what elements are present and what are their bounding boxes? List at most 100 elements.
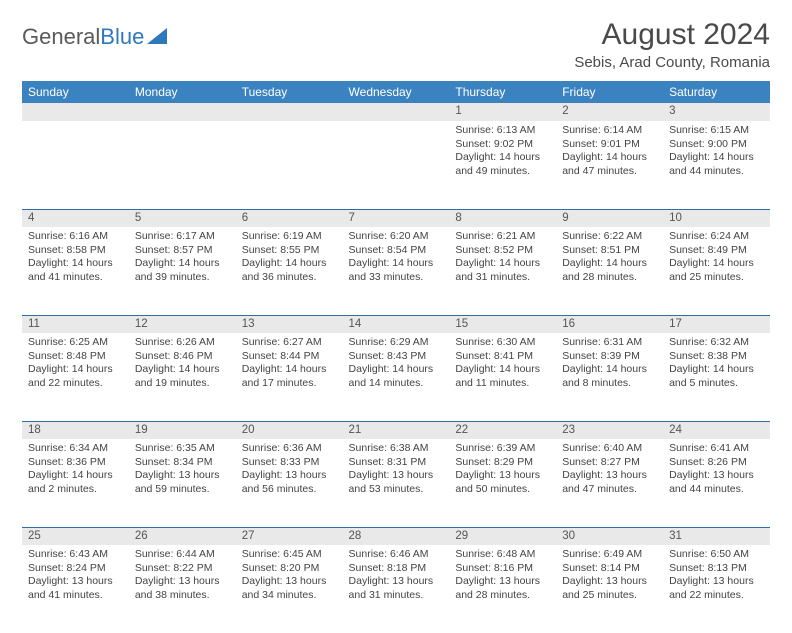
page-header: GeneralBlue August 2024 Sebis, Arad Coun… <box>22 18 770 71</box>
weekday-header: Wednesday <box>343 81 450 103</box>
day-content: Sunrise: 6:36 AMSunset: 8:33 PMDaylight:… <box>236 439 343 501</box>
logo: GeneralBlue <box>22 18 167 50</box>
weekday-header: Friday <box>556 81 663 103</box>
day-cell: Sunrise: 6:48 AMSunset: 8:16 PMDaylight:… <box>449 545 556 633</box>
day-line: Sunrise: 6:21 AM <box>455 230 550 244</box>
day-line: Sunrise: 6:45 AM <box>242 548 337 562</box>
day-content: Sunrise: 6:20 AMSunset: 8:54 PMDaylight:… <box>343 227 450 289</box>
day-line: Daylight: 13 hours <box>28 575 123 589</box>
day-cell: Sunrise: 6:40 AMSunset: 8:27 PMDaylight:… <box>556 439 663 527</box>
day-content <box>236 121 343 128</box>
day-cell: Sunrise: 6:24 AMSunset: 8:49 PMDaylight:… <box>663 227 770 315</box>
day-cell: Sunrise: 6:32 AMSunset: 8:38 PMDaylight:… <box>663 333 770 421</box>
day-cell <box>129 121 236 209</box>
day-line: Daylight: 14 hours <box>135 257 230 271</box>
day-line: and 47 minutes. <box>562 483 657 497</box>
day-content: Sunrise: 6:44 AMSunset: 8:22 PMDaylight:… <box>129 545 236 607</box>
logo-text-1: General <box>22 24 100 50</box>
day-line: Sunrise: 6:35 AM <box>135 442 230 456</box>
day-number: 4 <box>22 209 129 227</box>
day-line: Daylight: 14 hours <box>28 363 123 377</box>
day-cell: Sunrise: 6:30 AMSunset: 8:41 PMDaylight:… <box>449 333 556 421</box>
day-line: and 47 minutes. <box>562 165 657 179</box>
day-line: Sunrise: 6:34 AM <box>28 442 123 456</box>
day-line: Sunset: 8:24 PM <box>28 562 123 576</box>
day-line: Daylight: 13 hours <box>349 575 444 589</box>
day-line: Daylight: 14 hours <box>455 257 550 271</box>
month-title: August 2024 <box>574 18 770 52</box>
day-number: 16 <box>556 315 663 333</box>
day-line: and 28 minutes. <box>562 271 657 285</box>
day-line: Daylight: 14 hours <box>28 469 123 483</box>
day-line: and 38 minutes. <box>135 589 230 603</box>
day-line: Sunrise: 6:44 AM <box>135 548 230 562</box>
day-cell: Sunrise: 6:26 AMSunset: 8:46 PMDaylight:… <box>129 333 236 421</box>
day-number: 12 <box>129 315 236 333</box>
day-line: Daylight: 14 hours <box>562 257 657 271</box>
day-line: Daylight: 14 hours <box>562 151 657 165</box>
day-line: and 44 minutes. <box>669 165 764 179</box>
day-cell: Sunrise: 6:34 AMSunset: 8:36 PMDaylight:… <box>22 439 129 527</box>
day-number: 18 <box>22 421 129 439</box>
day-number <box>22 103 129 121</box>
day-content: Sunrise: 6:34 AMSunset: 8:36 PMDaylight:… <box>22 439 129 501</box>
day-line: Daylight: 13 hours <box>455 469 550 483</box>
day-line: Daylight: 13 hours <box>669 575 764 589</box>
day-content: Sunrise: 6:49 AMSunset: 8:14 PMDaylight:… <box>556 545 663 607</box>
day-number: 21 <box>343 421 450 439</box>
location-text: Sebis, Arad County, Romania <box>574 54 770 71</box>
day-number: 26 <box>129 527 236 545</box>
day-line: and 5 minutes. <box>669 377 764 391</box>
day-line: Sunset: 8:16 PM <box>455 562 550 576</box>
day-cell: Sunrise: 6:19 AMSunset: 8:55 PMDaylight:… <box>236 227 343 315</box>
day-number: 9 <box>556 209 663 227</box>
day-line: Sunrise: 6:49 AM <box>562 548 657 562</box>
day-line: and 59 minutes. <box>135 483 230 497</box>
daynum-row: 18192021222324 <box>22 421 770 439</box>
day-cell: Sunrise: 6:31 AMSunset: 8:39 PMDaylight:… <box>556 333 663 421</box>
title-block: August 2024 Sebis, Arad County, Romania <box>574 18 770 71</box>
day-number: 10 <box>663 209 770 227</box>
day-cell: Sunrise: 6:21 AMSunset: 8:52 PMDaylight:… <box>449 227 556 315</box>
day-line: Daylight: 14 hours <box>669 151 764 165</box>
week-row: Sunrise: 6:25 AMSunset: 8:48 PMDaylight:… <box>22 333 770 421</box>
day-cell: Sunrise: 6:50 AMSunset: 8:13 PMDaylight:… <box>663 545 770 633</box>
day-line: Daylight: 13 hours <box>135 575 230 589</box>
day-line: Sunset: 8:27 PM <box>562 456 657 470</box>
day-cell <box>22 121 129 209</box>
day-line: Daylight: 14 hours <box>135 363 230 377</box>
day-number: 17 <box>663 315 770 333</box>
day-line: Sunrise: 6:24 AM <box>669 230 764 244</box>
day-line: Sunset: 8:38 PM <box>669 350 764 364</box>
day-line: Sunset: 8:43 PM <box>349 350 444 364</box>
day-content: Sunrise: 6:30 AMSunset: 8:41 PMDaylight:… <box>449 333 556 395</box>
day-line: and 25 minutes. <box>669 271 764 285</box>
day-line: Sunset: 8:34 PM <box>135 456 230 470</box>
day-line: Sunset: 8:13 PM <box>669 562 764 576</box>
day-content: Sunrise: 6:50 AMSunset: 8:13 PMDaylight:… <box>663 545 770 607</box>
day-line: and 2 minutes. <box>28 483 123 497</box>
weekday-header: Monday <box>129 81 236 103</box>
day-line: Daylight: 14 hours <box>28 257 123 271</box>
day-line: Sunset: 8:26 PM <box>669 456 764 470</box>
day-line: and 11 minutes. <box>455 377 550 391</box>
day-line: Daylight: 13 hours <box>455 575 550 589</box>
day-number <box>129 103 236 121</box>
day-line: Sunset: 9:01 PM <box>562 138 657 152</box>
day-number: 22 <box>449 421 556 439</box>
day-cell: Sunrise: 6:45 AMSunset: 8:20 PMDaylight:… <box>236 545 343 633</box>
day-number: 5 <box>129 209 236 227</box>
day-line: Sunset: 8:44 PM <box>242 350 337 364</box>
day-line: Sunrise: 6:14 AM <box>562 124 657 138</box>
day-line: Daylight: 14 hours <box>455 151 550 165</box>
day-number: 31 <box>663 527 770 545</box>
day-number: 7 <box>343 209 450 227</box>
day-number: 8 <box>449 209 556 227</box>
day-number: 28 <box>343 527 450 545</box>
day-cell: Sunrise: 6:38 AMSunset: 8:31 PMDaylight:… <box>343 439 450 527</box>
day-line: Daylight: 14 hours <box>669 363 764 377</box>
day-number: 14 <box>343 315 450 333</box>
day-line: Daylight: 14 hours <box>455 363 550 377</box>
day-line: and 36 minutes. <box>242 271 337 285</box>
day-line: Sunrise: 6:38 AM <box>349 442 444 456</box>
